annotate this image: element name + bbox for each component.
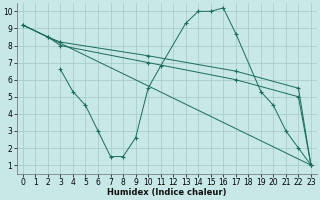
X-axis label: Humidex (Indice chaleur): Humidex (Indice chaleur) <box>107 188 227 197</box>
